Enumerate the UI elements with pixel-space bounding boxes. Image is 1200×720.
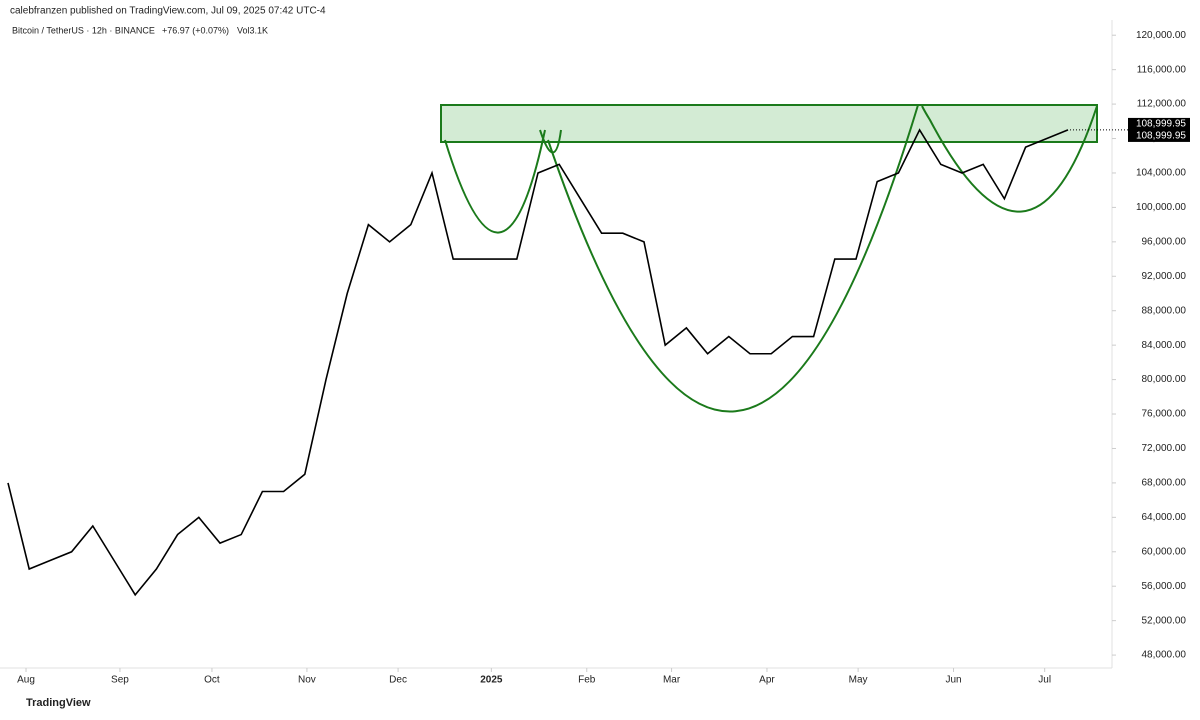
y-tick-label: 76,000.00: [1142, 409, 1187, 420]
y-tick-label: 64,000.00: [1142, 512, 1187, 523]
x-tick-label: Nov: [298, 675, 316, 686]
y-tick-label: 80,000.00: [1142, 374, 1187, 385]
y-tick-label: 116,000.00: [1137, 64, 1187, 75]
x-tick-label: Apr: [759, 675, 775, 686]
x-tick-label: Dec: [389, 675, 407, 686]
x-tick-label: Jul: [1038, 675, 1051, 686]
last-price-label: 108,999.95: [1136, 119, 1186, 130]
y-tick-label: 104,000.00: [1136, 168, 1186, 179]
y-tick-label: 56,000.00: [1142, 581, 1187, 592]
y-tick-label: 68,000.00: [1142, 478, 1187, 489]
last-price-label: 108,999.95: [1136, 131, 1186, 142]
x-tick-label: Feb: [578, 675, 596, 686]
handle-cup: [921, 105, 1098, 213]
y-tick-label: 88,000.00: [1142, 305, 1187, 316]
y-tick-label: 52,000.00: [1142, 615, 1187, 626]
y-tick-label: 84,000.00: [1142, 340, 1187, 351]
x-tick-label: Jun: [945, 675, 961, 686]
y-tick-label: 92,000.00: [1142, 271, 1187, 282]
price-line: [7, 128, 1069, 597]
last-price-box: [1128, 117, 1190, 142]
y-tick-label: 72,000.00: [1142, 443, 1187, 454]
big-cup: [547, 104, 919, 413]
x-tick-label: 2025: [480, 675, 503, 686]
x-tick-label: Sep: [111, 675, 129, 686]
resistance-zone: [440, 104, 1098, 143]
x-tick-label: May: [849, 675, 868, 686]
header: calebfranzen published on TradingView.co…: [10, 6, 326, 17]
footer: TradingView: [26, 697, 91, 709]
x-tick-label: Oct: [204, 675, 220, 686]
symbol: Bitcoin / TetherUS · 12h · BINANCE: [12, 25, 155, 35]
volume: Vol3.1K: [237, 25, 268, 35]
x-tick-label: Mar: [663, 675, 681, 686]
change: +76.97 (+0.07%): [162, 25, 229, 35]
y-tick-label: 96,000.00: [1142, 236, 1187, 247]
y-tick-label: 60,000.00: [1142, 546, 1187, 557]
y-tick-label: 48,000.00: [1142, 650, 1187, 661]
y-tick-label: 112,000.00: [1137, 99, 1187, 110]
y-tick-label: 120,000.00: [1136, 30, 1186, 41]
y-tick-label: 100,000.00: [1136, 202, 1186, 213]
x-tick-label: Aug: [17, 675, 35, 686]
